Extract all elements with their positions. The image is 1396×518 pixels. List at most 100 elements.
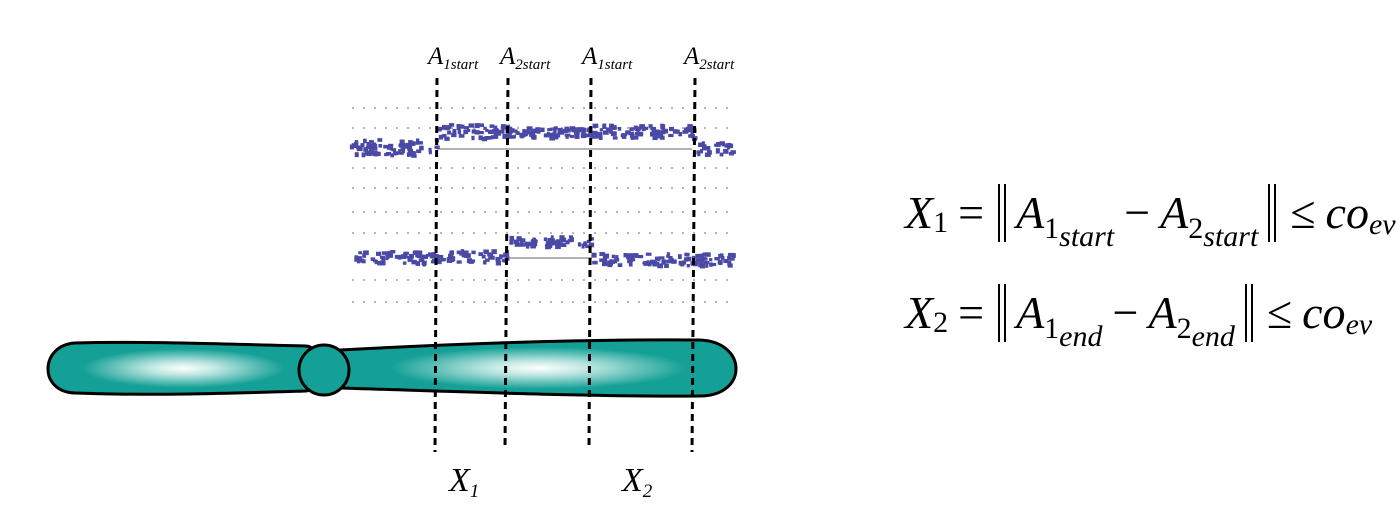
probe-point: [636, 128, 640, 133]
breakpoint-label-4-sub: 2start: [699, 57, 735, 73]
probe-point: [552, 131, 556, 136]
probe-point: [545, 240, 550, 245]
probe-point: [399, 151, 404, 155]
probe-point: [602, 124, 606, 129]
probe-point: [700, 263, 706, 269]
probe-point: [631, 258, 636, 262]
probe-point: [550, 235, 554, 241]
probe-point: [610, 131, 616, 137]
breakpoint-label-4: A2start: [684, 44, 734, 73]
probe-point: [727, 253, 732, 259]
probe-point: [625, 130, 631, 135]
probe-point: [399, 139, 405, 144]
probe-point: [381, 258, 386, 263]
probe-point: [633, 135, 639, 140]
probe-point: [495, 260, 502, 266]
breakpoint-label-3-sub: 1start: [597, 57, 633, 73]
probe-point: [351, 143, 357, 149]
probe-point: [678, 260, 685, 266]
probe-point: [592, 260, 598, 265]
interval-label-x2-sub: 2: [642, 481, 653, 502]
probe-point: [545, 245, 551, 250]
eq2-rhs-sub: ev: [1345, 308, 1373, 341]
probe-point: [555, 239, 561, 244]
probe-point: [550, 239, 556, 243]
probe-point: [410, 141, 416, 146]
probe-point: [577, 242, 582, 247]
probe-point: [388, 143, 394, 149]
probe-point: [394, 254, 400, 259]
probe-point: [474, 123, 481, 127]
probe-point: [438, 134, 444, 140]
probe-point: [501, 259, 507, 263]
probe-point: [515, 131, 520, 135]
probe-point: [599, 128, 603, 132]
probe-point: [471, 129, 477, 134]
probe-point: [571, 129, 575, 133]
probe-point: [354, 152, 359, 158]
probe-point: [693, 262, 698, 267]
probe-point: [585, 244, 589, 249]
probe-point: [549, 135, 555, 141]
probe-point: [612, 259, 618, 264]
probe-point: [372, 142, 377, 146]
probe-point: [413, 250, 419, 255]
probe-point: [485, 128, 489, 133]
probe-point: [526, 126, 533, 131]
probe-point: [650, 131, 656, 137]
probe-point: [557, 130, 562, 135]
probe-point: [433, 254, 439, 258]
probe-point: [354, 140, 359, 144]
probe-point: [719, 152, 724, 157]
probe-point: [442, 133, 447, 138]
probe-point: [368, 143, 373, 148]
eq2-a: A: [1016, 287, 1045, 338]
eq2-b-sub: 2: [1176, 312, 1192, 345]
probe-point: [415, 261, 421, 266]
probe-point: [660, 130, 666, 135]
probe-point: [471, 135, 475, 141]
breakpoint-label-2-base: A: [500, 43, 516, 70]
probe-point: [697, 152, 701, 157]
probe-point: [406, 152, 411, 157]
probe-point: [690, 134, 696, 138]
probe-point: [727, 143, 734, 149]
probe-point: [602, 261, 607, 267]
probe-point: [615, 255, 619, 260]
probe-point: [540, 127, 545, 133]
probe-point: [626, 253, 632, 258]
probe-point: [488, 255, 495, 260]
probe-point: [666, 252, 670, 256]
interval-label-x2: X2: [622, 464, 653, 502]
probe-point: [659, 256, 665, 260]
probe-point: [668, 134, 674, 138]
probe-point: [568, 235, 574, 239]
probe-point: [450, 250, 455, 256]
probe-point: [415, 254, 421, 258]
probe-point: [361, 259, 366, 264]
eq1-minus: −: [1124, 187, 1151, 238]
probe-point: [599, 258, 606, 262]
probe-point: [423, 254, 429, 259]
probe-point: [509, 240, 514, 245]
probe-point: [626, 256, 632, 260]
probe-point: [588, 242, 595, 248]
probe-point: [702, 146, 707, 151]
probe-point: [520, 243, 527, 247]
probe-point: [418, 254, 425, 258]
probe-point: [714, 257, 720, 261]
probe-point: [381, 260, 386, 265]
probe-point: [560, 243, 567, 248]
probe-point: [487, 252, 494, 257]
probe-point: [415, 141, 420, 145]
probe-point: [481, 136, 488, 142]
probe-point: [643, 126, 649, 130]
probe-point: [510, 135, 515, 139]
probe-point: [471, 250, 476, 255]
interval-label-x1-sub: 1: [469, 481, 480, 502]
probe-point: [478, 252, 484, 256]
eq1-b: A: [1160, 187, 1189, 238]
probe-point: [574, 130, 580, 135]
probe-point: [592, 123, 599, 128]
probe-point: [526, 243, 530, 249]
